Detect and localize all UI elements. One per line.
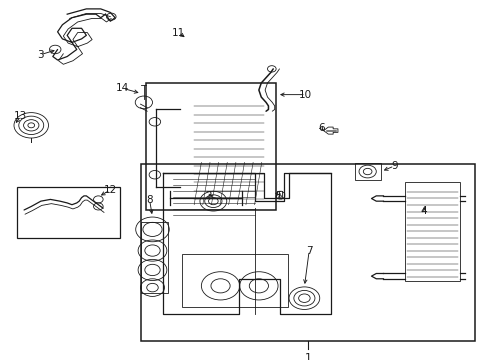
Bar	[17, 187, 120, 238]
Text: 13: 13	[14, 112, 27, 121]
Text: 12: 12	[103, 185, 117, 195]
Text: 3: 3	[37, 50, 43, 60]
Text: 10: 10	[299, 90, 312, 100]
Text: 7: 7	[305, 246, 312, 256]
Text: 2: 2	[205, 191, 211, 201]
Bar	[182, 254, 287, 307]
Bar	[146, 83, 275, 210]
Text: 1: 1	[304, 353, 311, 360]
Text: 6: 6	[317, 123, 324, 133]
Text: 5: 5	[274, 191, 281, 201]
Bar	[354, 163, 380, 180]
Text: 4: 4	[420, 206, 427, 216]
Bar	[404, 182, 459, 280]
Text: 8: 8	[146, 195, 153, 205]
Bar	[141, 222, 167, 293]
Text: 14: 14	[116, 83, 129, 93]
Bar	[141, 164, 473, 341]
Text: 9: 9	[390, 161, 397, 171]
Text: 11: 11	[171, 27, 184, 37]
